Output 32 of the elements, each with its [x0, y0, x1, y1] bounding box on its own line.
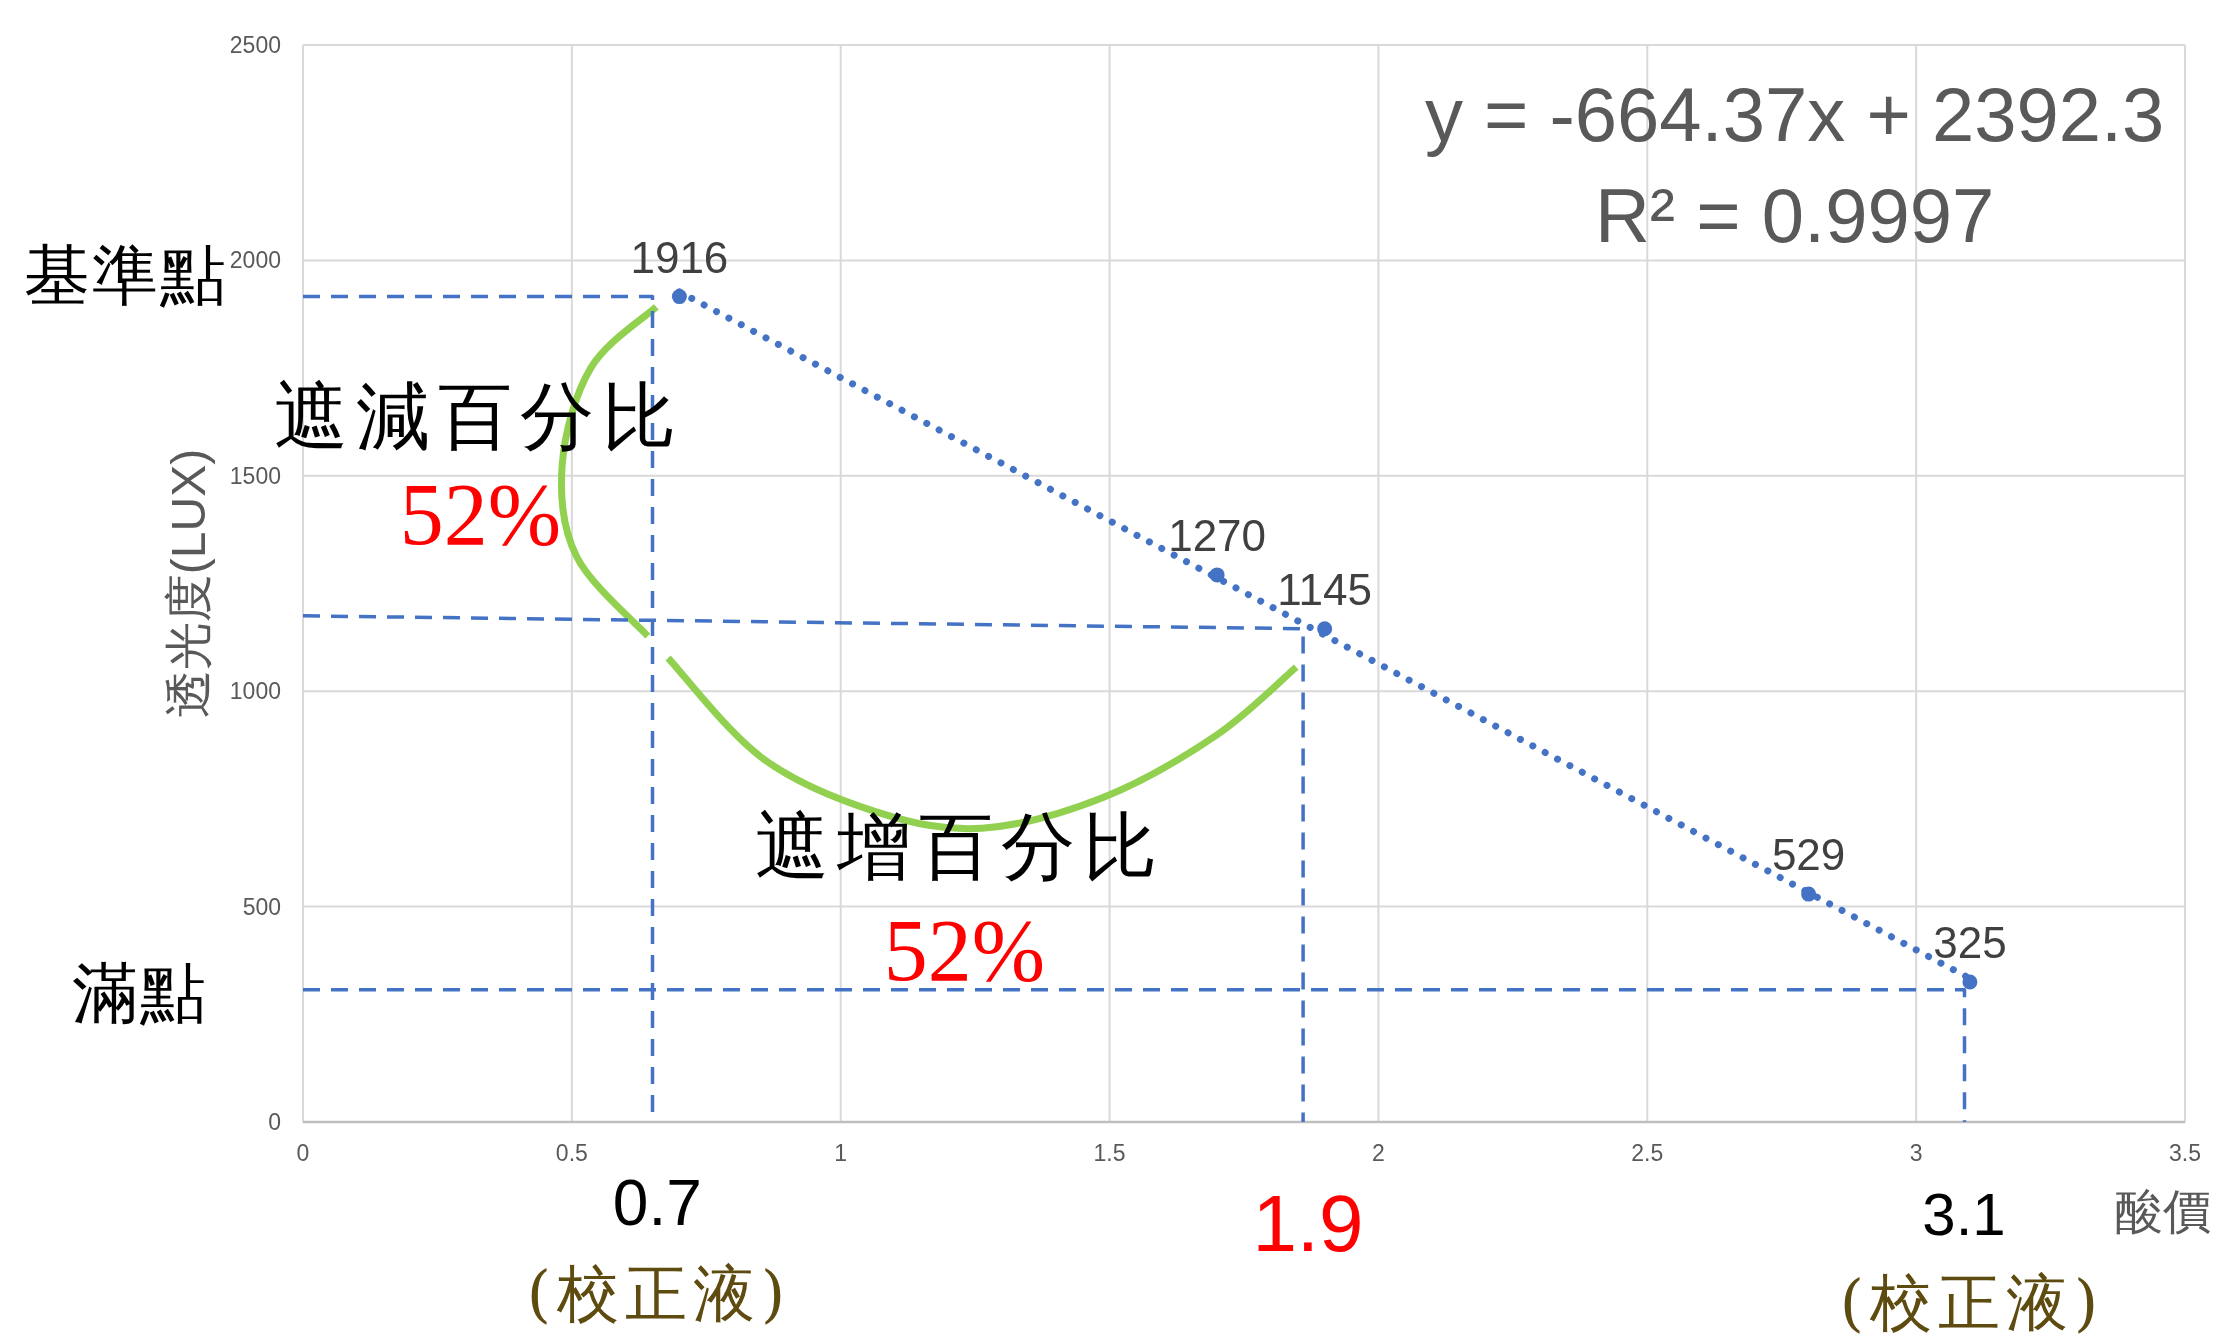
- y-tick-label: 2000: [229, 247, 281, 274]
- annotation: 1.9: [1252, 1179, 1364, 1269]
- x-tick-label: 3.5: [2169, 1140, 2201, 1166]
- y-tick-label: 2500: [229, 32, 281, 58]
- x-tick-label: 1.5: [1093, 1140, 1126, 1166]
- x-tick-label: 1: [834, 1140, 848, 1166]
- annotation: 基準點: [23, 237, 228, 315]
- x-tick-label: 2.5: [1631, 1140, 1664, 1166]
- annotation: 52%: [883, 901, 1046, 999]
- x-tick-label: 3: [1909, 1140, 1923, 1166]
- data-label: 529: [1771, 830, 1846, 880]
- data-label: 1145: [1277, 564, 1372, 614]
- data-label: 325: [1933, 918, 2007, 967]
- x-tick-label: 2: [1372, 1140, 1385, 1166]
- y-tick-label: 1500: [229, 462, 281, 489]
- annotation: (校正液): [526, 1257, 792, 1331]
- x-tick-label: 0: [296, 1140, 310, 1166]
- data-label: 1270: [1168, 510, 1267, 560]
- y-tick-label: 1000: [229, 678, 281, 705]
- y-tick-label: 0: [268, 1109, 281, 1135]
- y-tick-label: 500: [242, 893, 281, 920]
- annotation: 3.1: [1922, 1181, 2006, 1249]
- annotation: R² = 0.9997: [1595, 173, 1995, 259]
- annotation: 滿點: [72, 955, 209, 1032]
- data-label: 1916: [630, 232, 729, 282]
- x-tick-label: 0.5: [555, 1140, 588, 1166]
- annotation: 0.7: [612, 1167, 702, 1240]
- annotation: (校正液): [1839, 1266, 2105, 1340]
- annotation: 52%: [399, 465, 562, 563]
- annotation: y = -664.37x + 2392.3: [1424, 72, 2165, 158]
- x-axis-title: 酸價: [2115, 1185, 2211, 1238]
- y-axis-title: 透光度(LUX): [161, 448, 215, 719]
